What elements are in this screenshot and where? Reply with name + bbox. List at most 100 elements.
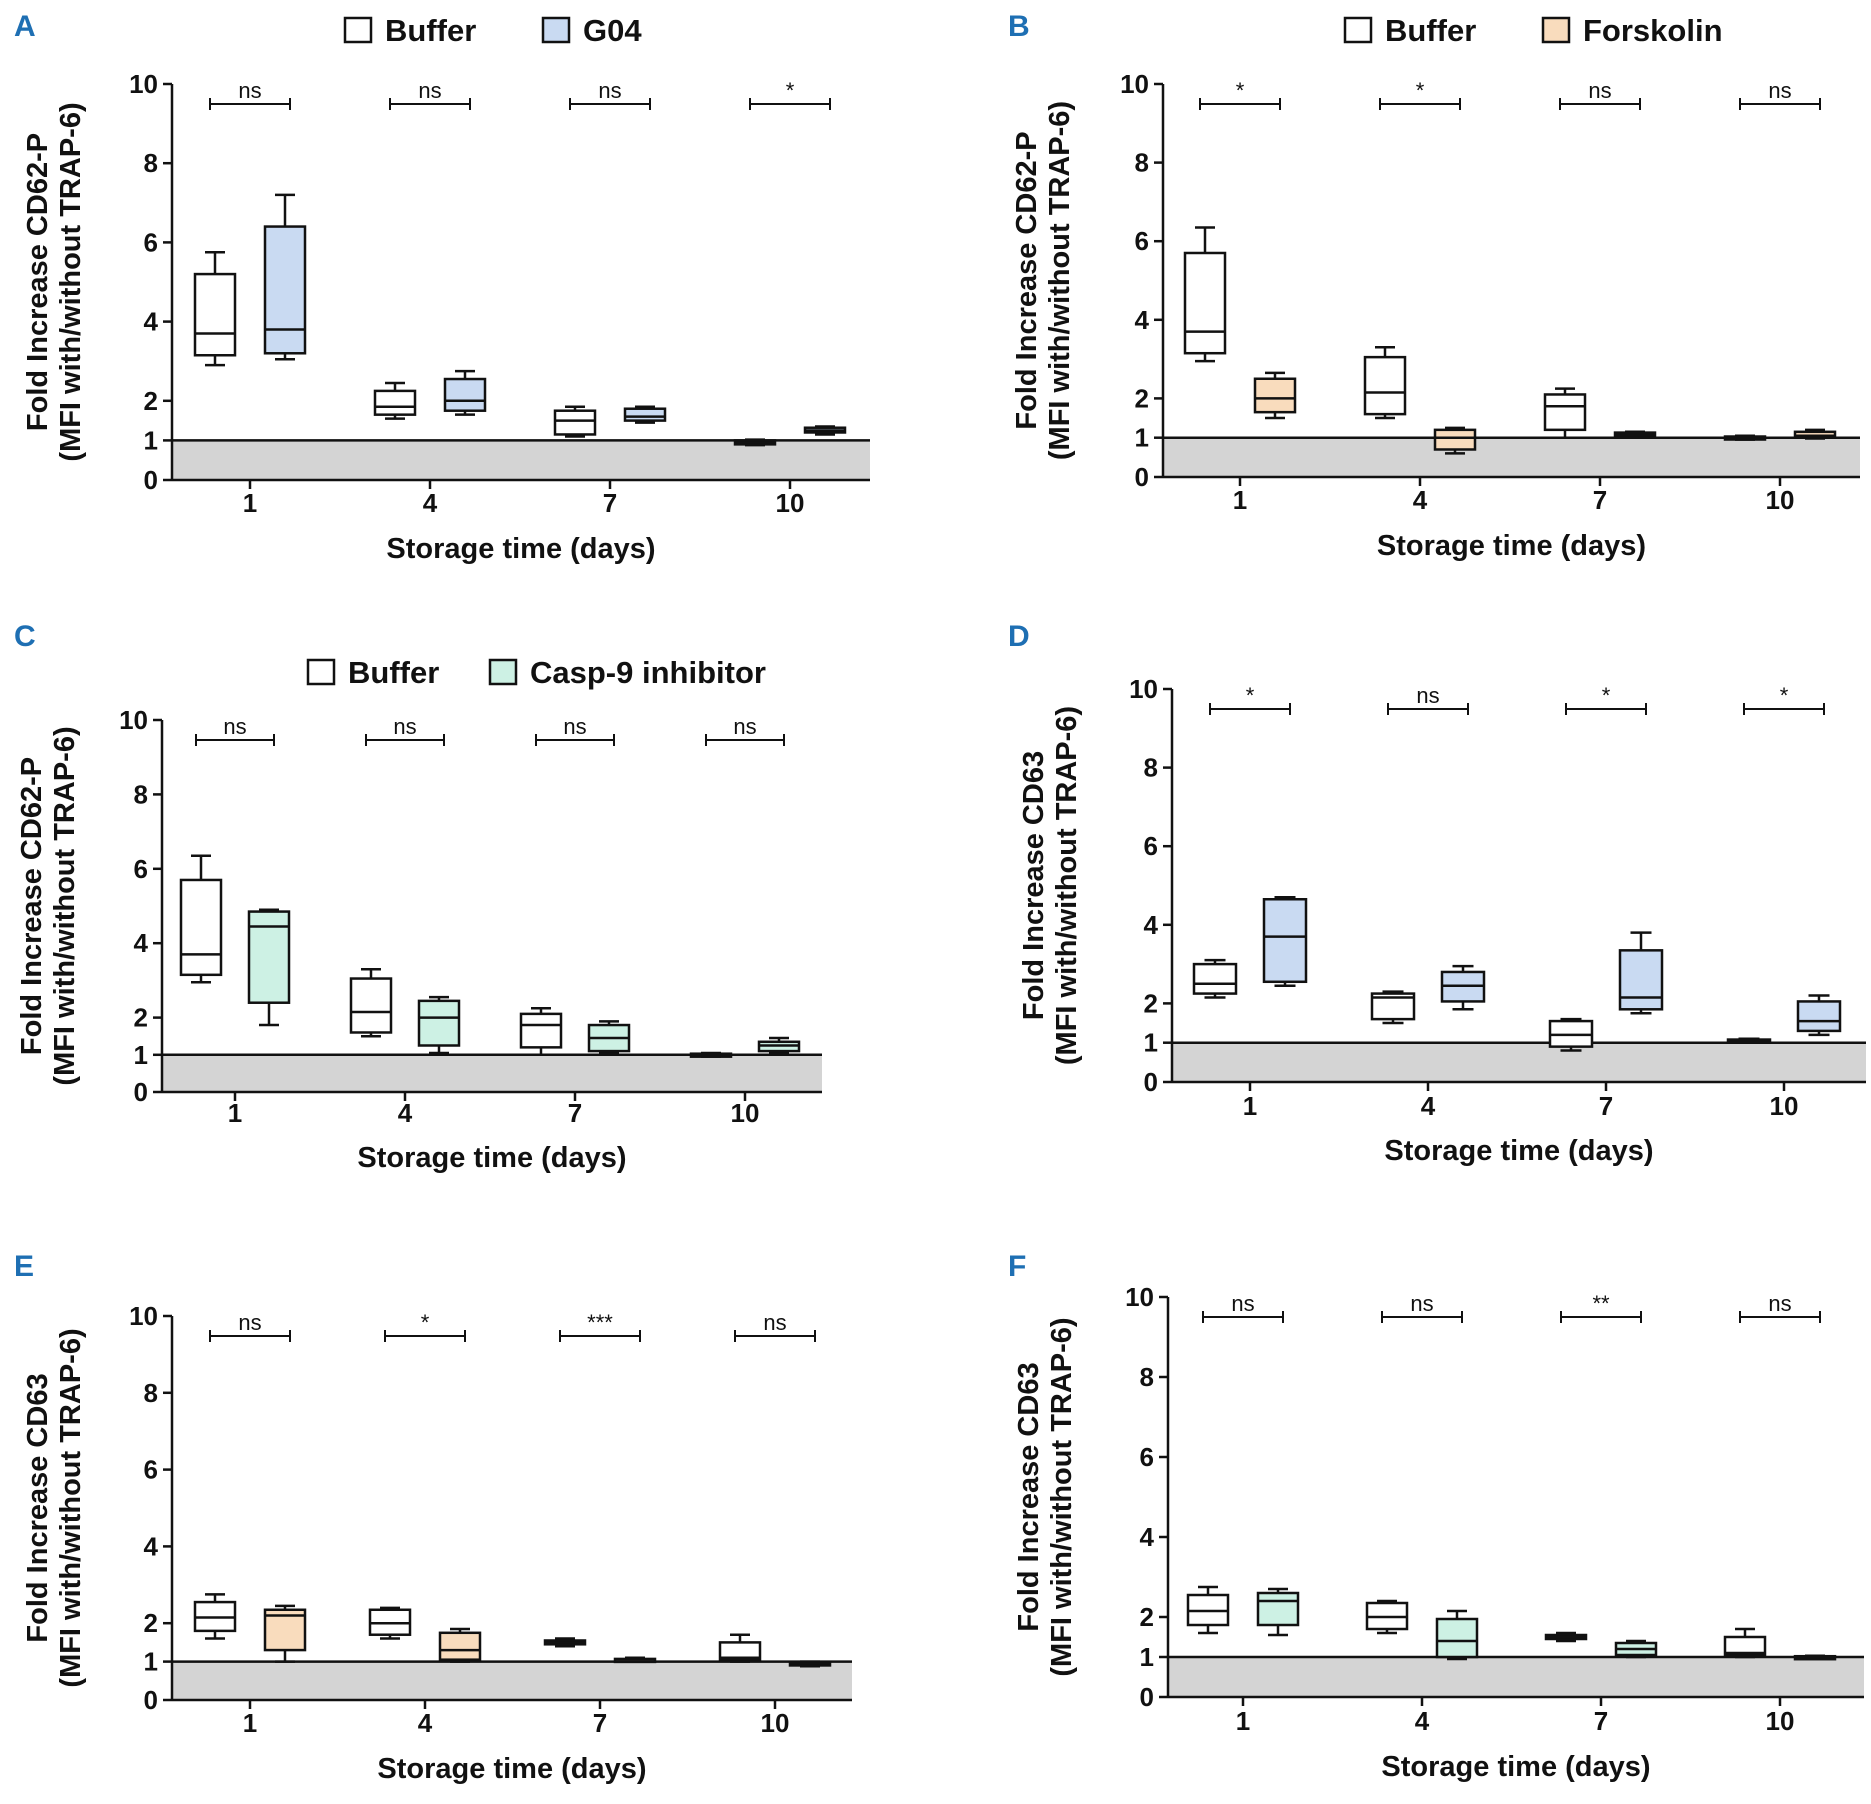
x-tick-label-10: 10 (776, 488, 805, 518)
box-g04-day-7 (1618, 931, 1664, 1015)
box-buffer-day-7 (1543, 387, 1587, 439)
box-forskolin-day-7 (1613, 430, 1657, 437)
box-iqr (1256, 1591, 1300, 1627)
significance-bracket-day-4: * (384, 1310, 466, 1342)
y-axis-label-line2: (MFI with/without TRAP-6) (55, 102, 87, 461)
panel-a: A Buffer G04 0 1 2 4 6 8 10 1 4 7 10 Fold Increase CD6… (14, 10, 870, 565)
significance-bracket-day-7: *** (559, 1310, 641, 1342)
box-iqr (1363, 355, 1407, 416)
legend-label-0: Buffer (348, 655, 439, 690)
legend-swatch-0 (1343, 16, 1373, 44)
y-tick-label-4: 4 (1140, 1522, 1155, 1552)
significance-bracket-day-4: ns (1387, 683, 1469, 715)
x-axis-label: Storage time (days) (377, 1753, 646, 1785)
significance-label: ** (1592, 1291, 1610, 1316)
legend-label-1: G04 (583, 13, 642, 48)
box-buffer-day-10 (1723, 1627, 1767, 1659)
significance-label: ns (238, 1310, 261, 1335)
legend-swatch-1 (541, 16, 571, 44)
significance-label: ns (418, 78, 441, 103)
legend: Buffer Casp-9 inhibitor (306, 655, 766, 690)
box-buffer-day-1 (1186, 1585, 1230, 1635)
significance-bracket-day-7: ns (569, 78, 651, 110)
box-buffer-day-7 (543, 1637, 587, 1648)
significance-label: ns (1768, 78, 1791, 103)
significance-label: * (1416, 78, 1425, 103)
significance-label: ns (763, 1310, 786, 1335)
legend-label-1: Casp-9 inhibitor (530, 655, 766, 690)
significance-bracket-day-7: ns (535, 714, 615, 746)
box-buffer-day-7 (553, 405, 597, 438)
box-iqr (443, 377, 487, 412)
x-axis-label: Storage time (days) (1381, 1751, 1650, 1783)
box-iqr (519, 1012, 563, 1049)
y-tick-label-1: 1 (144, 1647, 158, 1677)
significance-label: ns (563, 714, 586, 739)
x-tick-label-4: 4 (1415, 1706, 1430, 1736)
significance-label: * (1602, 683, 1611, 708)
y-axis-label-line2: (MFI with/without TRAP-6) (1044, 101, 1076, 460)
y-tick-label-8: 8 (144, 1378, 158, 1408)
significance-bracket-day-4: ns (1381, 1291, 1463, 1323)
box-g04-day-1 (1262, 896, 1308, 987)
x-tick-label-7: 7 (1594, 1706, 1608, 1736)
significance-label: ns (1231, 1291, 1254, 1316)
significance-bracket-day-4: ns (389, 78, 471, 110)
box-g04-day-7 (623, 405, 667, 424)
box-forskolin-day-1 (1253, 371, 1297, 420)
significance-bracket-day-1: ns (209, 1310, 291, 1342)
x-axis-label: Storage time (days) (1384, 1135, 1653, 1167)
box-buffer-day-4 (1370, 990, 1416, 1025)
y-tick-label-0: 0 (144, 1685, 158, 1715)
box-casp-9-inhibitor-day-7 (1614, 1639, 1658, 1659)
y-tick-label-2: 2 (144, 386, 158, 416)
significance-label: ns (1416, 683, 1439, 708)
y-tick-label-10: 10 (119, 705, 148, 735)
significance-label: * (1780, 683, 1789, 708)
box-g04-day-10 (1796, 994, 1842, 1037)
box-buffer-day-7 (1548, 1017, 1594, 1052)
box-forskolin-day-4 (438, 1627, 482, 1663)
legend-swatch-1 (1541, 16, 1571, 44)
x-tick-label-1: 1 (1236, 1706, 1250, 1736)
x-tick-label-1: 1 (243, 488, 257, 518)
box-iqr (1183, 251, 1227, 355)
x-tick-label-7: 7 (593, 1708, 607, 1738)
y-tick-label-8: 8 (144, 148, 158, 178)
box-forskolin-day-4 (1433, 426, 1477, 455)
panel-f: F 0 1 2 4 6 8 10 1 4 7 10 Fold Increase CD63 (MFI wit… (1008, 1250, 1864, 1783)
panel-d: D 0 1 2 4 6 8 10 1 4 7 10 Fold Increase CD63 (MFI wit… (1008, 620, 1866, 1167)
significance-label: ns (223, 714, 246, 739)
y-axis-label-line1: Fold Increase CD62-P (16, 757, 48, 1055)
box-buffer-day-1 (193, 1593, 237, 1640)
y-tick-label-1: 1 (134, 1040, 148, 1070)
box-g04-day-4 (443, 369, 487, 416)
y-axis-label-line1: Fold Increase CD63 (1013, 1362, 1045, 1631)
significance-bracket-day-4: * (1379, 78, 1461, 110)
x-tick-label-4: 4 (1413, 485, 1428, 515)
baseline-shade (1163, 437, 1860, 477)
significance-bracket-day-10: * (749, 78, 831, 110)
baseline-shade (172, 440, 870, 480)
y-tick-label-8: 8 (1144, 753, 1158, 783)
y-tick-label-2: 2 (1144, 988, 1158, 1018)
box-forskolin-day-10 (1793, 428, 1837, 440)
significance-label: ns (1588, 78, 1611, 103)
y-tick-label-6: 6 (144, 1455, 158, 1485)
significance-bracket-day-1: * (1209, 683, 1291, 715)
y-axis-label-line1: Fold Increase CD62-P (1011, 131, 1043, 429)
significance-bracket-day-10: * (1743, 683, 1825, 715)
y-tick-label-2: 2 (134, 1003, 148, 1033)
y-tick-label-4: 4 (144, 1531, 159, 1561)
y-tick-label-10: 10 (1125, 1282, 1154, 1312)
box-g04-day-4 (1440, 964, 1486, 1011)
y-tick-label-4: 4 (1135, 305, 1150, 335)
y-axis-label-line2: (MFI with/without TRAP-6) (55, 1328, 87, 1687)
x-axis-label: Storage time (days) (357, 1142, 626, 1174)
box-iqr (193, 272, 237, 357)
box-g04-day-10 (803, 425, 847, 436)
x-tick-label-10: 10 (1770, 1091, 1799, 1121)
box-iqr (1796, 1000, 1842, 1033)
y-tick-label-1: 1 (1144, 1028, 1158, 1058)
x-tick-label-10: 10 (761, 1708, 790, 1738)
